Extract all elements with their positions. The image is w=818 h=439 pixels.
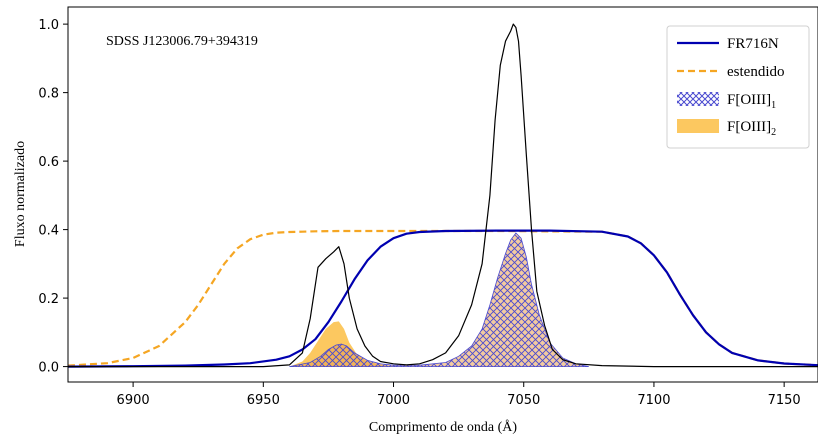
legend-label-fr716n: FR716N xyxy=(727,36,779,52)
legend-label-estendido: estendido xyxy=(727,64,785,80)
y-tick-label-0-4: 0.4 xyxy=(38,224,59,239)
x-tick-label-7100: 7100 xyxy=(637,393,670,408)
legend: FR716N estendido F[OIII]1 F[OIII]2 xyxy=(666,25,810,149)
legend-label-foiii-2: F[OIII]2 xyxy=(727,119,776,138)
x-tick-label-7050: 7050 xyxy=(507,393,540,408)
legend-label-foiii-1: F[OIII]1 xyxy=(727,92,776,111)
x-axis: 6900 6950 7000 7050 7100 7150 xyxy=(117,382,801,408)
series-line-estendido xyxy=(68,229,818,367)
y-tick-label-0-6: 0.6 xyxy=(38,155,59,170)
y-tick-label-0-2: 0.2 xyxy=(38,292,59,307)
x-tick-label-7150: 7150 xyxy=(768,393,801,408)
x-tick-label-6900: 6900 xyxy=(117,393,150,408)
legend-box xyxy=(666,25,810,149)
x-tick-label-7000: 7000 xyxy=(377,393,410,408)
legend-swatch-foiii-2 xyxy=(677,119,719,133)
y-tick-label-1: 1.0 xyxy=(38,18,59,33)
series-area-f-oiii-1 xyxy=(289,232,589,367)
y-axis-label: Fluxo normalizado xyxy=(13,141,28,247)
legend-swatch-foiii-1 xyxy=(677,92,719,106)
y-tick-label-0-8: 0.8 xyxy=(38,87,59,102)
y-axis: 0.0 0.2 0.4 0.6 0.8 1.0 xyxy=(38,18,68,376)
plot-area xyxy=(68,23,818,368)
series-line-espectro xyxy=(68,23,818,368)
plot-frame xyxy=(67,6,818,383)
x-axis-label: Comprimento de onda (Å) xyxy=(369,419,517,435)
y-tick-label-0: 0.0 xyxy=(38,361,59,376)
series-line-fr716n xyxy=(68,229,818,368)
x-tick-label-6950: 6950 xyxy=(247,393,280,408)
object-annotation: SDSS J123006.79+394319 xyxy=(106,34,258,49)
